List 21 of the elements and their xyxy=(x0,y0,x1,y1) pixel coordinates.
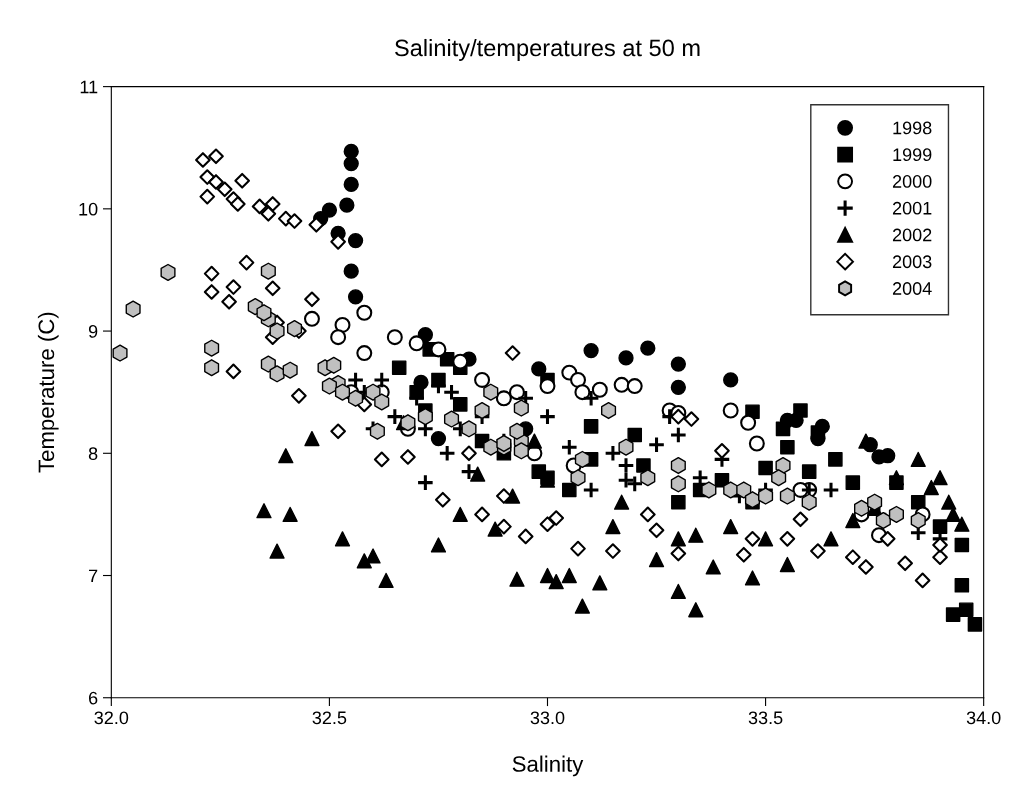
x-tick-label: 33.5 xyxy=(748,711,783,725)
legend-label: 2002 xyxy=(892,228,932,242)
y-tick-label: 8 xyxy=(88,447,98,461)
legend-label: 2001 xyxy=(892,201,932,215)
x-axis-title: Salinity xyxy=(512,755,584,777)
y-tick-label: 9 xyxy=(88,325,98,338)
y-axis-title: Temperature (C) xyxy=(37,312,59,473)
legend-label: 2000 xyxy=(892,175,932,188)
x-tick-label: 32.5 xyxy=(312,711,347,725)
legend-label: 2004 xyxy=(892,282,932,295)
y-tick-label: 10 xyxy=(79,202,98,216)
chart-title: Salinity/temperatures at 50 m xyxy=(395,38,700,61)
x-tick-label: 32.0 xyxy=(94,711,129,725)
x-tick-label: 33.0 xyxy=(530,711,565,725)
x-tick-label: 34.0 xyxy=(966,711,1001,725)
y-tick-label: 6 xyxy=(89,691,98,705)
y-tick-label: 7 xyxy=(89,569,98,583)
legend-label: 1999 xyxy=(893,148,932,162)
legend-label: 2003 xyxy=(892,255,932,269)
y-tick-label: 11 xyxy=(80,80,98,94)
legend-label: 1998 xyxy=(893,121,932,135)
